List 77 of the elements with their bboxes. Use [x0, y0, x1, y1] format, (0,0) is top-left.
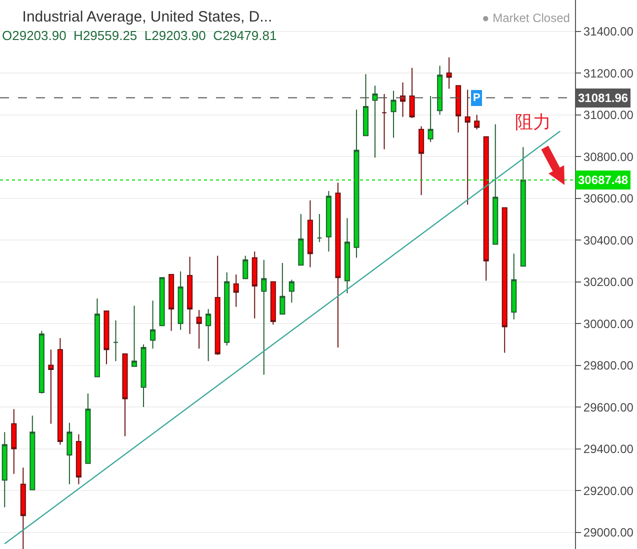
- annotation: 阻力: [515, 112, 551, 132]
- candlestick: [354, 109, 360, 258]
- candlestick: [381, 93, 388, 150]
- y-tick-label: 30800.00: [583, 150, 634, 164]
- ref-line-label: 30687.48: [578, 173, 628, 187]
- candlestick: [456, 85, 462, 134]
- annotation: P: [473, 92, 480, 104]
- candlestick: [112, 320, 119, 362]
- candlestick: [252, 251, 258, 319]
- candlestick: [48, 349, 54, 424]
- candlestick: [326, 190, 332, 252]
- candlestick: [131, 305, 138, 367]
- candlestick: [280, 262, 286, 315]
- y-tick-label: 30000.00: [583, 316, 634, 331]
- y-tick-label: 31200.00: [583, 66, 634, 80]
- candlestick: [464, 89, 470, 206]
- candlestick: [11, 408, 17, 474]
- y-tick-label: 30400.00: [583, 233, 634, 248]
- candlestick: [168, 274, 174, 332]
- candlestick: [76, 434, 82, 485]
- candlestick: [307, 200, 313, 268]
- ref-line-label: 31081.96: [578, 91, 628, 105]
- y-tick-label: 29000.00: [583, 526, 634, 540]
- candlestick: [446, 56, 452, 90]
- candlestick: [483, 136, 489, 282]
- candlestick: [104, 310, 110, 365]
- candlestick: [474, 114, 480, 130]
- y-tick-label: 29200.00: [583, 484, 634, 498]
- candlestick: [159, 277, 165, 326]
- candlestick: [270, 281, 276, 326]
- candlestick: [362, 74, 369, 136]
- candlestick: [20, 467, 26, 549]
- candlestick: [150, 300, 156, 350]
- candlestick: [288, 279, 294, 304]
- candlestick: [187, 256, 193, 334]
- y-tick-label: 29800.00: [583, 358, 634, 372]
- candlestick: [214, 255, 220, 356]
- candlestick: [122, 353, 128, 437]
- y-tick-label: 30600.00: [583, 192, 634, 206]
- candlestick: [196, 309, 202, 350]
- candlestick: [409, 67, 415, 118]
- candlestick: [316, 213, 322, 243]
- y-tick-label: 31400.00: [583, 24, 634, 39]
- y-tick-label: 29600.00: [583, 400, 634, 414]
- candlestick: [57, 338, 63, 446]
- candlestick: [372, 85, 378, 158]
- candlestick: [242, 255, 248, 280]
- candlestick: [511, 253, 517, 320]
- candlestick: [344, 218, 350, 294]
- annotation: ● Market Closed: [482, 11, 570, 25]
- candlestick: [390, 90, 396, 138]
- candlestick: [233, 274, 239, 308]
- candlestick: [38, 330, 44, 394]
- candlestick: [224, 272, 230, 346]
- candlestick: [400, 82, 406, 118]
- y-tick-label: 29400.00: [583, 442, 634, 456]
- text: Industrial Average, United States, D...: [22, 8, 272, 26]
- candlestick: [261, 259, 267, 376]
- annotation: O29203.90 H29559.25 L29203.90 C29479.81: [2, 28, 277, 43]
- candlestick: [502, 207, 508, 354]
- y-tick-label: 31000.00: [583, 108, 634, 122]
- candlestick: [206, 308, 212, 362]
- candlestick: [437, 65, 443, 116]
- candlestick: [418, 126, 424, 196]
- candlestick: [94, 298, 100, 378]
- candlestick: [335, 182, 341, 348]
- candlestick: [140, 344, 146, 408]
- candlestick: [492, 124, 498, 245]
- candlestick: [520, 146, 526, 267]
- candlestick: [428, 96, 434, 142]
- candlestick: [2, 432, 8, 508]
- y-tick-label: 30200.00: [583, 275, 634, 290]
- candlestick: [30, 415, 36, 490]
- candlestick: [298, 213, 304, 266]
- candlestick: [66, 422, 72, 485]
- candlestick: [85, 392, 91, 464]
- candlestick: [178, 270, 184, 330]
